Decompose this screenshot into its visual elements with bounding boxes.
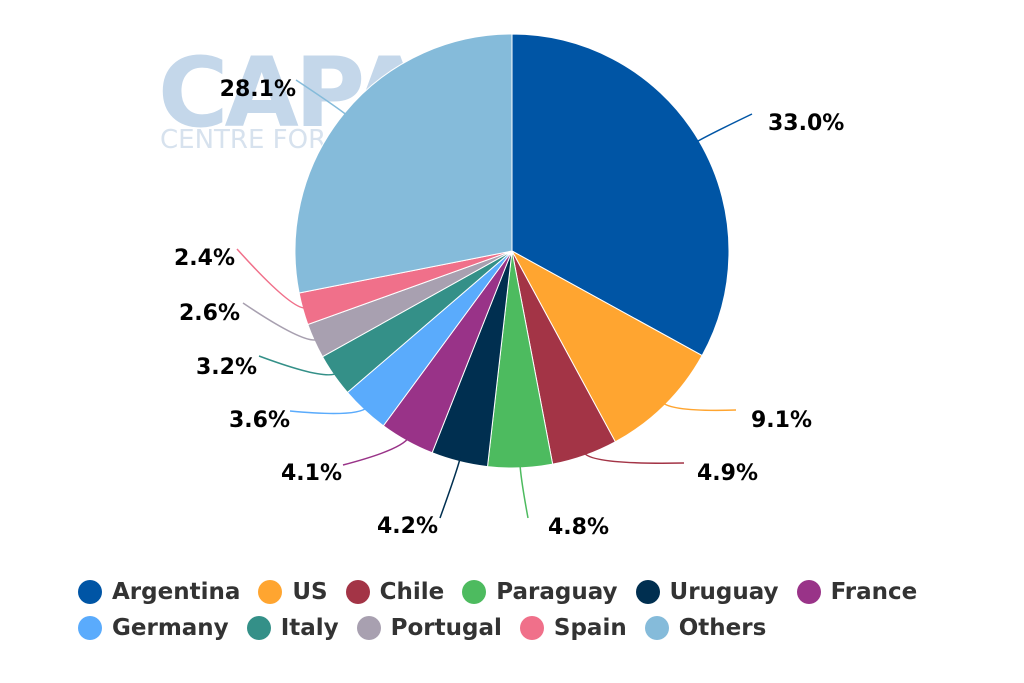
- legend-swatch-icon: [796, 580, 821, 604]
- legend-label: Argentina: [112, 579, 241, 605]
- leader-line-germany: [289, 406, 368, 415]
- leader-line-chile: [582, 451, 685, 464]
- leader-line-spain: [236, 248, 307, 309]
- data-label-italy: 3.2%: [196, 355, 257, 380]
- legend-label: Paraguay: [496, 579, 618, 605]
- chart-legend: Argentina US Chile Paraguay Uruguay France Ger…: [78, 574, 978, 646]
- data-label-chile: 4.9%: [697, 461, 758, 486]
- legend-swatch-icon: [246, 616, 271, 640]
- legend-label: Chile: [379, 579, 445, 605]
- legend-label: Germany: [112, 615, 229, 641]
- legend-row: Germany Italy Portugal Spain Others: [78, 610, 978, 646]
- legend-label: France: [830, 579, 918, 605]
- legend-row: Argentina US Chile Paraguay Uruguay France: [78, 574, 978, 610]
- legend-swatch-icon: [462, 580, 487, 604]
- legend-swatch-icon: [356, 616, 381, 640]
- data-label-paraguay: 4.8%: [548, 515, 609, 540]
- legend-label: US: [292, 579, 328, 605]
- legend-label: Portugal: [390, 615, 502, 641]
- legend-item-italy[interactable]: Italy: [246, 615, 339, 641]
- leader-lines: [236, 79, 753, 519]
- legend-swatch-icon: [78, 616, 102, 640]
- data-label-germany: 3.6%: [229, 408, 290, 433]
- legend-swatch-icon: [258, 580, 283, 604]
- leader-line-us: [661, 401, 737, 412]
- pie-slices: [294, 33, 730, 469]
- leader-line-portugal: [242, 302, 319, 341]
- legend-item-uruguay[interactable]: Uruguay: [635, 579, 779, 605]
- legend-item-france[interactable]: France: [796, 579, 918, 605]
- data-label-uruguay: 4.2%: [377, 514, 438, 539]
- legend-label: Uruguay: [669, 579, 779, 605]
- legend-label: Others: [678, 615, 767, 641]
- data-label-portugal: 2.6%: [179, 301, 240, 326]
- data-labels: 33.0% 9.1% 4.9% 4.8% 4.2% 4.1% 3.6% 3.2% 2.6% 2.4…: [174, 77, 844, 540]
- leader-line-others: [295, 79, 348, 117]
- legend-item-chile[interactable]: Chile: [345, 579, 445, 605]
- legend-swatch-icon: [345, 580, 370, 604]
- leader-line-france: [342, 436, 410, 466]
- leader-line-italy: [258, 355, 338, 376]
- data-label-france: 4.1%: [281, 461, 342, 486]
- leader-line-uruguay: [439, 457, 462, 519]
- leader-line-argentina: [694, 113, 753, 144]
- data-label-argentina: 33.0%: [768, 111, 844, 136]
- legend-item-spain[interactable]: Spain: [519, 615, 627, 641]
- legend-item-others[interactable]: Others: [644, 615, 767, 641]
- data-label-us: 9.1%: [751, 408, 812, 433]
- legend-item-portugal[interactable]: Portugal: [356, 615, 502, 641]
- data-label-others: 28.1%: [220, 77, 296, 102]
- legend-swatch-icon: [519, 616, 544, 640]
- data-label-spain: 2.4%: [174, 246, 235, 271]
- legend-swatch-icon: [78, 580, 102, 604]
- legend-swatch-icon: [644, 616, 669, 640]
- legend-label: Italy: [280, 615, 339, 641]
- legend-item-germany[interactable]: Germany: [78, 615, 229, 641]
- legend-item-argentina[interactable]: Argentina: [78, 579, 240, 605]
- legend-label: Spain: [553, 615, 627, 641]
- legend-item-us[interactable]: US: [258, 579, 328, 605]
- legend-item-paraguay[interactable]: Paraguay: [462, 579, 618, 605]
- legend-swatch-icon: [635, 580, 660, 604]
- leader-line-paraguay: [519, 463, 529, 519]
